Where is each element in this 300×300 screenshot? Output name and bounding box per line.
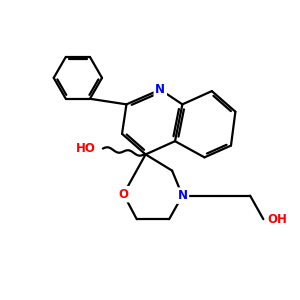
- Text: OH: OH: [267, 213, 287, 226]
- Text: N: N: [177, 189, 188, 202]
- Text: N: N: [155, 83, 165, 96]
- Text: HO: HO: [76, 142, 96, 155]
- Text: O: O: [118, 188, 128, 201]
